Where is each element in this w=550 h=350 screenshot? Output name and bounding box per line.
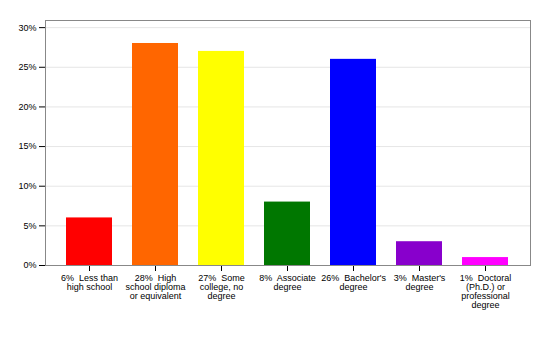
svg-text:20%: 20% — [18, 102, 36, 112]
svg-text:6% Less thanhigh school: 6% Less thanhigh school — [61, 273, 118, 292]
svg-text:1% Doctoral(Ph.D.) orprofessi: 1% Doctoral(Ph.D.) orprofessionaldegree — [460, 273, 512, 310]
svg-text:0%: 0% — [23, 260, 36, 270]
svg-text:8% Associatedegree: 8% Associatedegree — [259, 273, 316, 292]
svg-text:3% Master'sdegree: 3% Master'sdegree — [394, 273, 446, 292]
svg-text:28% Highschool diplomaor equi: 28% Highschool diplomaor equivalent — [125, 273, 185, 301]
svg-text:30%: 30% — [18, 23, 36, 33]
svg-text:5%: 5% — [23, 221, 36, 231]
svg-text:27% Somecollege, nodegree: 27% Somecollege, nodegree — [198, 273, 245, 301]
svg-text:25%: 25% — [18, 62, 36, 72]
svg-text:15%: 15% — [18, 141, 36, 151]
svg-text:26% Bachelor'sdegree: 26% Bachelor'sdegree — [321, 273, 386, 292]
svg-text:10%: 10% — [18, 181, 36, 191]
